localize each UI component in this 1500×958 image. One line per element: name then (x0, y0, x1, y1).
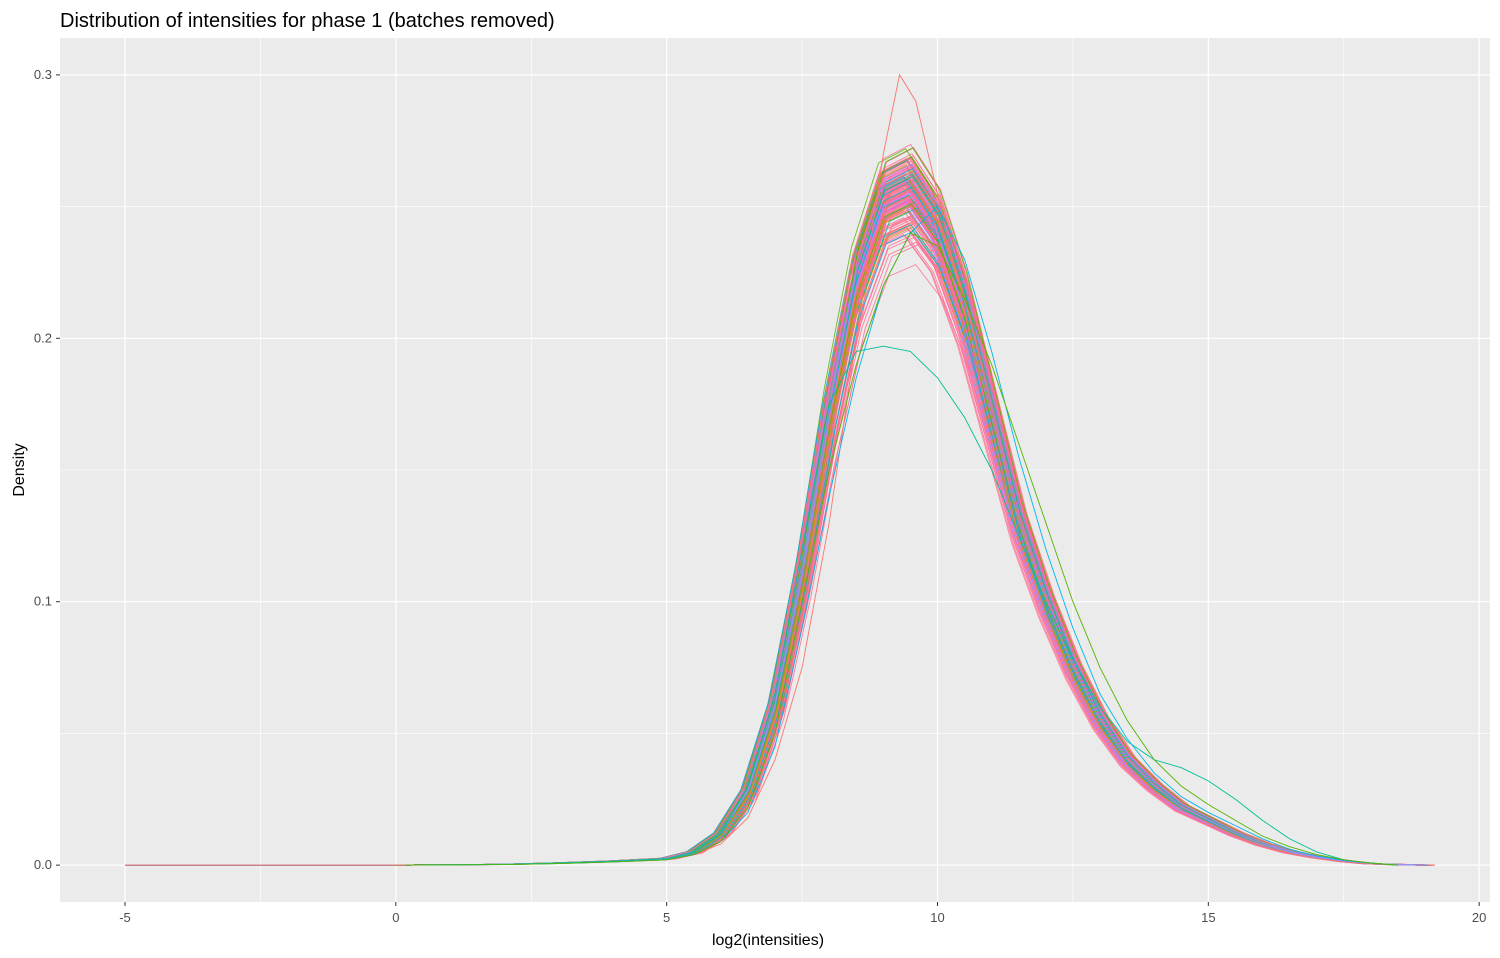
x-tick-label: -5 (119, 910, 131, 925)
x-tick-label: 0 (392, 910, 399, 925)
x-axis-title: log2(intensities) (712, 932, 824, 949)
x-tick-label: 5 (663, 910, 670, 925)
y-axis-ticks: 0.0 0.1 0.2 0.3 (34, 67, 60, 872)
y-tick-label: 0.0 (34, 857, 52, 872)
density-curve-outlier (395, 232, 1398, 866)
y-tick-label: 0.3 (34, 67, 52, 82)
chart-title: Distribution of intensities for phase 1 … (60, 10, 555, 32)
y-axis-title: Density (11, 443, 28, 496)
density-curve-outlier (395, 73, 1398, 866)
density-curves (125, 73, 1436, 866)
major-gridlines (60, 38, 1490, 902)
x-tick-label: 10 (930, 910, 944, 925)
x-tick-label: 15 (1201, 910, 1215, 925)
y-tick-label: 0.1 (34, 594, 52, 609)
x-tick-label: 20 (1472, 910, 1486, 925)
y-tick-label: 0.2 (34, 330, 52, 345)
x-axis-ticks: -5 0 5 10 15 20 (119, 902, 1486, 925)
density-curve-outlier (395, 345, 1398, 866)
